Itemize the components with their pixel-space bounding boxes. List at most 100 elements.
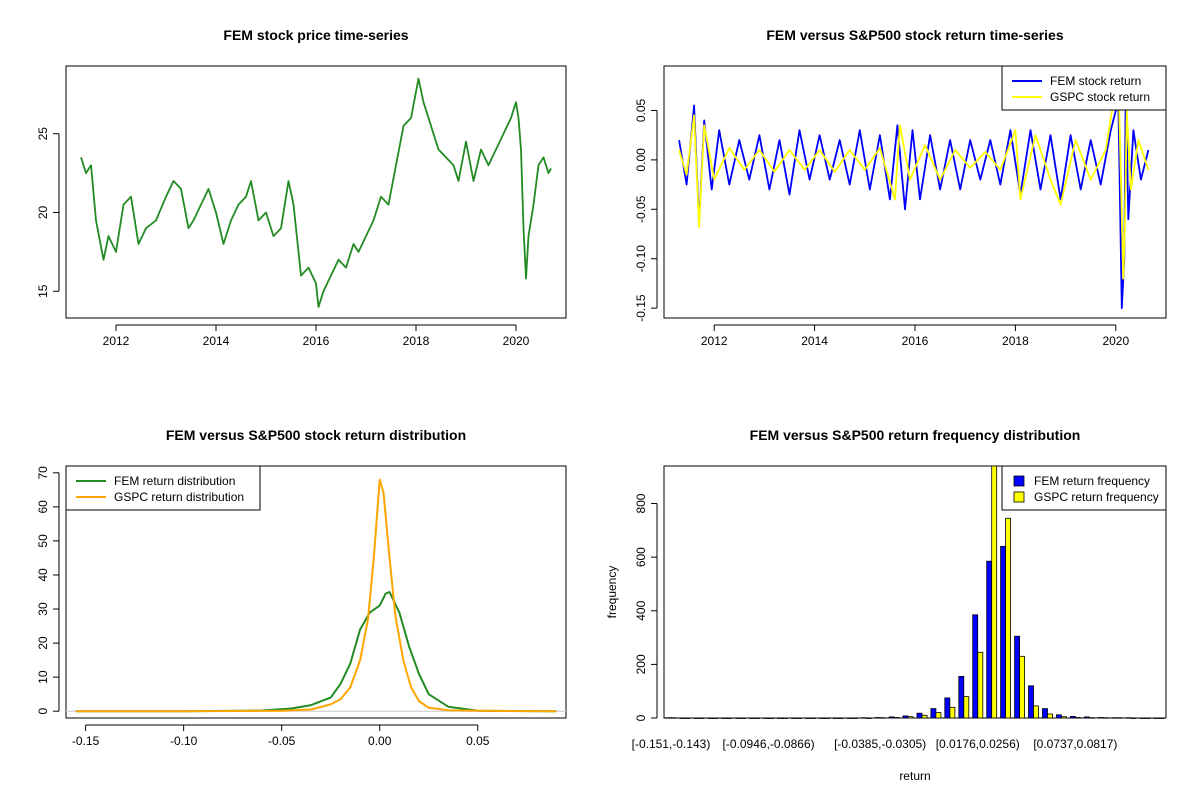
- chart-p3: FEM versus S&P500 stock return distribut…: [36, 427, 567, 748]
- y-tick-label: 10: [36, 670, 50, 684]
- y-axis-label: frequency: [605, 566, 619, 619]
- y-axis: 0 10 20 30 40 50 60 70: [36, 466, 60, 715]
- bar-1: [902, 715, 909, 719]
- y-tick-label: 20: [36, 205, 50, 219]
- bar-2: [810, 717, 816, 719]
- bar-1: [832, 717, 839, 719]
- bar-1: [1069, 716, 1076, 719]
- series-line-1: [80, 77, 552, 308]
- bar-2: [824, 717, 830, 719]
- y-tick-label: 60: [36, 500, 50, 514]
- x-tick-label: -0.10: [170, 734, 198, 748]
- y-tick-label: 800: [634, 493, 648, 513]
- bar-1: [721, 717, 728, 719]
- legend-box: [1001, 65, 1167, 111]
- x-axis: 2012 2014 2016 2018 2020: [103, 324, 530, 348]
- bar-1: [1028, 685, 1034, 719]
- bar-1: [1000, 546, 1006, 719]
- y-tick-label: 200: [634, 654, 648, 674]
- chart-title: FEM versus S&P500 stock return distribut…: [166, 427, 466, 443]
- bar-2: [907, 716, 914, 719]
- legend-swatch: [1013, 475, 1025, 487]
- legend-swatch: [1013, 491, 1025, 503]
- legend-label: FEM return frequency: [1034, 474, 1150, 488]
- chart-p1: FEM stock price time-series 15 20 25 2012 201…: [36, 27, 567, 348]
- bar-1: [665, 717, 672, 719]
- bar-1: [1097, 717, 1104, 719]
- y-tick-label: 15: [36, 284, 50, 298]
- bar-1: [1014, 635, 1020, 719]
- bar-2: [1102, 717, 1109, 719]
- bar-2: [935, 712, 942, 719]
- y-tick-label: 400: [634, 600, 648, 620]
- x-tick-label: 2014: [203, 334, 230, 348]
- y-tick-label: 0: [36, 708, 50, 715]
- bar-1: [846, 717, 853, 719]
- bar-1: [818, 717, 825, 719]
- y-tick-label: 50: [36, 534, 50, 548]
- bar-2: [1019, 655, 1025, 719]
- bar-1: [1083, 716, 1090, 719]
- legend-box: [1001, 465, 1167, 511]
- x-tick-label: 2016: [902, 334, 929, 348]
- y-tick-label: 600: [634, 547, 648, 567]
- bar-1: [986, 560, 993, 719]
- bar-1: [874, 717, 881, 719]
- chart-title: FEM stock price time-series: [223, 27, 408, 43]
- y-tick-label: 0.00: [634, 148, 648, 172]
- bar-2: [963, 696, 970, 719]
- x-tick-label: 2020: [1102, 334, 1129, 348]
- y-tick-label: 25: [36, 127, 50, 141]
- y-axis: 0 200 400 600 800: [634, 493, 658, 721]
- bar-1: [777, 717, 783, 719]
- legend-label: GSPC return distribution: [114, 490, 244, 504]
- bar-2: [1116, 717, 1123, 719]
- bar-1: [958, 676, 965, 719]
- bar-1: [763, 717, 769, 719]
- bar-1: [930, 708, 937, 719]
- chart-p2: FEM versus S&P500 stock return time-seri…: [634, 27, 1167, 348]
- chart-p4: FEM versus S&P500 return frequency distr…: [605, 427, 1167, 783]
- x-tick-label: [-0.0946,-0.0866): [723, 737, 815, 751]
- bar-2: [879, 717, 886, 719]
- bar-2: [1075, 717, 1081, 719]
- bar-2: [670, 717, 677, 719]
- bar-1: [791, 717, 797, 719]
- legend-label: FEM return distribution: [114, 474, 235, 488]
- legend-box: [65, 465, 261, 511]
- bar-2: [726, 717, 733, 719]
- bar-1: [693, 717, 700, 719]
- bar-1: [916, 712, 923, 719]
- legend-label: GSPC stock return: [1050, 90, 1150, 104]
- x-tick-label: 2018: [1002, 334, 1029, 348]
- bar-2: [949, 706, 956, 719]
- y-tick-label: 70: [36, 466, 50, 480]
- x-tick-label: -0.05: [268, 734, 296, 748]
- bar-1: [749, 717, 755, 719]
- legend: FEM return distribution GSPC return distr…: [65, 465, 261, 511]
- bar-1: [888, 716, 895, 719]
- bar-2: [754, 717, 760, 719]
- x-tick-label: 2014: [801, 334, 828, 348]
- chart-title: FEM versus S&P500 return frequency distr…: [750, 427, 1081, 443]
- y-tick-label: -0.05: [634, 195, 648, 223]
- bar-2: [1088, 717, 1095, 719]
- bar-2: [684, 717, 691, 719]
- x-axis: [-0.151,-0.143) [-0.0946,-0.0866) [-0.0385…: [632, 737, 1118, 751]
- bar-1: [707, 717, 714, 719]
- bar-1: [1056, 714, 1062, 719]
- plot-frame: [663, 65, 1167, 319]
- bar-2: [921, 714, 928, 719]
- bar-1: [735, 717, 742, 719]
- chart-title: FEM versus S&P500 stock return time-seri…: [766, 27, 1063, 43]
- y-axis: 15 20 25: [36, 127, 60, 298]
- bar-2: [740, 717, 747, 719]
- y-tick-label: 20: [36, 636, 50, 650]
- bar-1: [944, 697, 951, 719]
- series-line-2: [75, 478, 557, 713]
- bar-2: [698, 717, 705, 719]
- y-tick-label: 0.05: [634, 98, 648, 122]
- y-tick-label: 0: [634, 714, 648, 721]
- x-tick-label: [-0.0385,-0.0305): [834, 737, 926, 751]
